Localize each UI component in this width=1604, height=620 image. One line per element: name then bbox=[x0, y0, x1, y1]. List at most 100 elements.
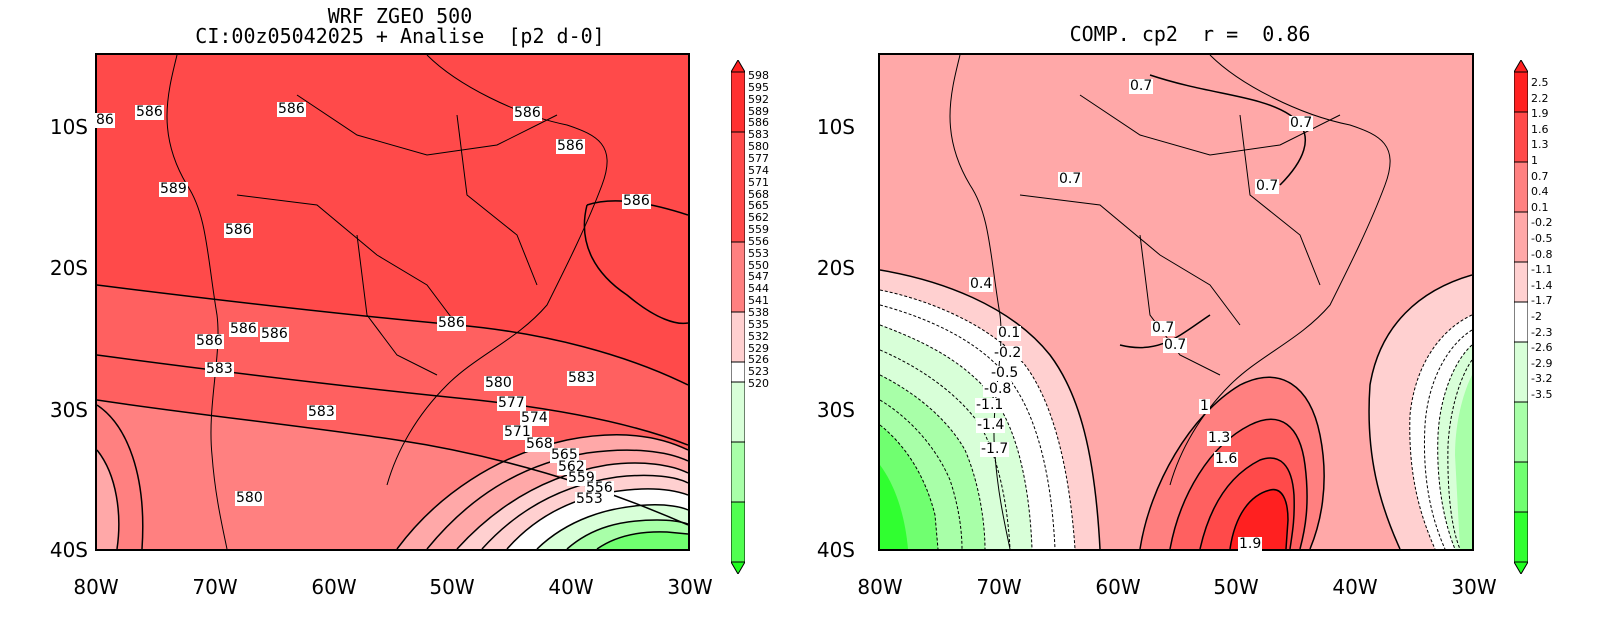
right-ylabel-10s: 10S bbox=[816, 115, 855, 139]
left-title-line1: WRF ZGEO 500 bbox=[327, 4, 473, 28]
right-contour-label: -0.8 bbox=[983, 381, 1013, 397]
left-colorbar-label: 538 bbox=[748, 306, 769, 319]
left-colorbar-label: 553 bbox=[748, 246, 769, 260]
right-band-1.9 bbox=[1230, 489, 1288, 549]
right-colorbar-label: -3.5 bbox=[1531, 388, 1553, 401]
left-colorbar-label: 583 bbox=[748, 128, 769, 142]
right-ylabel-20s: 20S bbox=[816, 256, 855, 280]
right-colorbar bbox=[1513, 59, 1529, 575]
left-map-plot: 86 586 586 586 586 589 586 586 586 586 5… bbox=[95, 53, 690, 551]
right-xlabel-50w: 50W bbox=[1213, 575, 1259, 599]
left-colorbar-label: 562 bbox=[748, 211, 769, 225]
left-colorbar-label: 568 bbox=[748, 187, 769, 201]
right-contour-label: 0.7 bbox=[1151, 320, 1176, 336]
left-colorbar-label: 550 bbox=[748, 258, 769, 272]
left-colorbar-label: 577 bbox=[748, 151, 769, 165]
left-contour-label: 574 bbox=[520, 410, 549, 426]
right-contour-label: 0.7 bbox=[1129, 78, 1154, 94]
right-contour-label: 0.7 bbox=[1289, 115, 1314, 131]
right-colorbar-label: 0.4 bbox=[1531, 185, 1549, 199]
left-colorbar-label: 574 bbox=[748, 163, 769, 177]
right-title: COMP. cp2 r = 0.86 bbox=[1069, 22, 1311, 46]
right-xlabel-80w: 80W bbox=[857, 575, 903, 599]
right-colorbar-label: -1.4 bbox=[1531, 278, 1553, 292]
left-contour-label: 580 bbox=[235, 490, 264, 506]
left-band-west2 bbox=[97, 450, 119, 549]
left-contour-label: 86 bbox=[95, 112, 115, 128]
right-contour-label: 1.3 bbox=[1207, 430, 1232, 446]
right-colorbar-label: -3.2 bbox=[1531, 372, 1553, 386]
left-contour-label: 553 bbox=[575, 491, 604, 507]
left-colorbar-label: 595 bbox=[748, 80, 769, 94]
right-colorbar-label: -2.3 bbox=[1531, 325, 1553, 339]
right-colorbar-label: -2.9 bbox=[1531, 356, 1553, 370]
left-contour-label: 583 bbox=[205, 361, 234, 377]
right-colorbar-label: -0.5 bbox=[1531, 232, 1553, 245]
right-colorbar-label: -1.7 bbox=[1531, 294, 1553, 308]
right-colorbar-label: -0.2 bbox=[1531, 216, 1553, 230]
left-ylabel-40s: 40S bbox=[49, 538, 88, 562]
left-contour-label: 577 bbox=[497, 395, 526, 411]
left-xlabel-60w: 60W bbox=[311, 575, 357, 599]
right-colorbar-label: 1.9 bbox=[1531, 107, 1549, 121]
left-contour-label: 586 bbox=[622, 193, 651, 209]
left-ylabel-10s: 10S bbox=[49, 115, 88, 139]
left-colorbar-label: 526 bbox=[748, 353, 769, 367]
left-colorbar-label: 580 bbox=[748, 140, 769, 154]
right-ylabel-30s: 30S bbox=[816, 398, 855, 422]
left-contour-label: 589 bbox=[159, 181, 188, 197]
right-colorbar-label: 1.3 bbox=[1531, 138, 1549, 152]
right-ylabel-40s: 40S bbox=[816, 538, 855, 562]
left-colorbar-label: 529 bbox=[748, 341, 769, 355]
left-ylabel-20s: 20S bbox=[49, 256, 88, 280]
left-contour-label: 586 bbox=[513, 105, 542, 121]
right-xlabel-70w: 70W bbox=[976, 575, 1022, 599]
left-band-541 bbox=[597, 531, 688, 549]
right-contour-label: -0.5 bbox=[990, 365, 1020, 381]
right-colorbar-label: -1.1 bbox=[1531, 263, 1553, 277]
right-contour-label: -1.1 bbox=[975, 397, 1005, 413]
right-colorbar-label: 2.5 bbox=[1531, 76, 1549, 89]
left-contour-label: 586 bbox=[556, 138, 585, 154]
left-colorbar-label: 586 bbox=[748, 116, 769, 130]
left-colorbar-label: 541 bbox=[748, 294, 769, 308]
left-contour-label: 583 bbox=[567, 370, 596, 386]
left-colorbar-label: 565 bbox=[748, 199, 769, 213]
left-colorbar-label: 598 bbox=[748, 69, 769, 82]
left-xlabel-70w: 70W bbox=[192, 575, 238, 599]
left-contour-label: 586 bbox=[195, 333, 224, 349]
left-colorbar bbox=[730, 59, 746, 575]
right-colorbar-label: 0.7 bbox=[1531, 169, 1549, 183]
right-contour-label: 0.7 bbox=[1255, 178, 1280, 194]
left-colorbar-label: 571 bbox=[748, 175, 769, 189]
left-contour-label: 571 bbox=[503, 424, 532, 440]
left-contour-label: 586 bbox=[277, 101, 306, 117]
left-contour-label: 583 bbox=[307, 404, 336, 420]
left-contour-label: 586 bbox=[437, 315, 466, 331]
left-title-line2: CI:00z05042025 + Analise [p2 d-0] bbox=[195, 24, 605, 48]
left-map-panel: WRF ZGEO 500 CI:00z05042025 + Analise [p… bbox=[0, 0, 800, 620]
right-colorbar-label: 1 bbox=[1531, 154, 1538, 167]
left-xlabel-80w: 80W bbox=[73, 575, 119, 599]
left-colorbar-label: 523 bbox=[748, 365, 769, 379]
left-contour-label: 586 bbox=[229, 321, 258, 337]
left-xlabel-50w: 50W bbox=[429, 575, 475, 599]
right-contour-label: -0.2 bbox=[993, 345, 1023, 361]
right-contour-label: 0.1 bbox=[997, 325, 1022, 341]
left-colorbar-label: 592 bbox=[748, 92, 769, 106]
right-colorbar-label: -0.8 bbox=[1531, 247, 1553, 261]
right-xlabel-40w: 40W bbox=[1332, 575, 1378, 599]
right-colorbar-label: 1.6 bbox=[1531, 122, 1549, 136]
left-ylabel-30s: 30S bbox=[49, 398, 88, 422]
left-contour-label: 586 bbox=[260, 326, 289, 342]
right-contour-label: 1.9 bbox=[1238, 536, 1263, 552]
left-colorbar-label: 556 bbox=[748, 234, 769, 248]
right-xlabel-60w: 60W bbox=[1095, 575, 1141, 599]
left-colorbar-label: 559 bbox=[748, 223, 769, 237]
left-xlabel-30w: 30W bbox=[667, 575, 713, 599]
left-contour-label: 580 bbox=[484, 375, 513, 391]
left-colorbar-label: 532 bbox=[748, 329, 769, 343]
left-colorbar-label: 547 bbox=[748, 270, 769, 284]
right-colorbar-label: 2.2 bbox=[1531, 91, 1549, 105]
right-colorbar-label: -2.6 bbox=[1531, 341, 1553, 355]
